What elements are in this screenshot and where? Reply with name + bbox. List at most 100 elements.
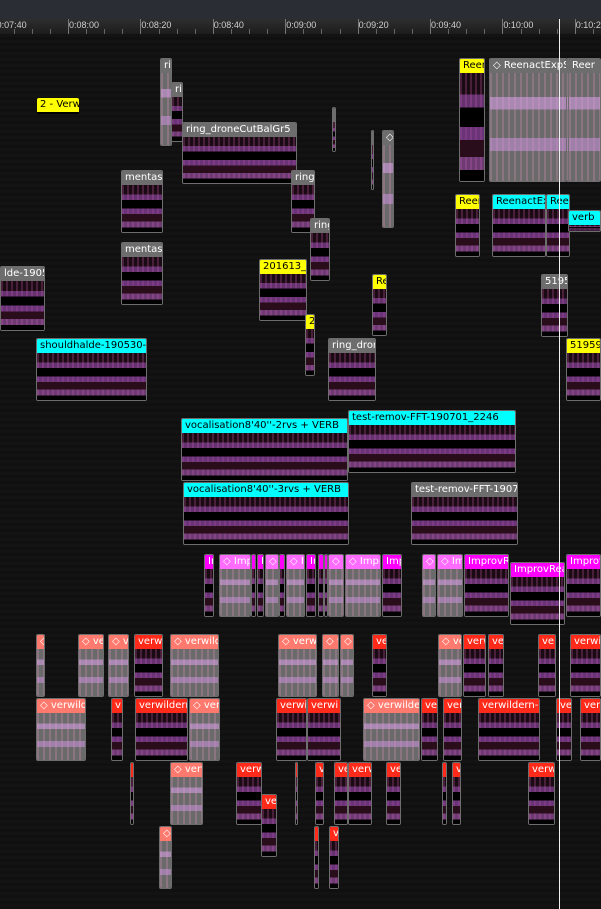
audio-clip[interactable] bbox=[371, 130, 374, 190]
audio-clip[interactable]: verwildern-20 bbox=[478, 698, 540, 761]
audio-clip[interactable]: ring bbox=[310, 218, 330, 281]
audio-clip[interactable]: verwi bbox=[276, 698, 307, 761]
audio-clip[interactable]: v bbox=[329, 826, 339, 889]
audio-clip[interactable]: Improv bbox=[566, 554, 601, 617]
audio-clip[interactable]: verwildern- bbox=[135, 698, 188, 761]
clip-spectrogram bbox=[296, 777, 297, 824]
clip-label: test-remov-FFT-190701_2246 bbox=[349, 411, 515, 425]
audio-clip[interactable]: verwi bbox=[307, 698, 341, 761]
audio-clip[interactable]: ◇ bbox=[422, 554, 436, 617]
audio-clip[interactable]: ◇ verwi bbox=[278, 634, 317, 697]
audio-clip[interactable]: rir bbox=[171, 82, 183, 142]
audio-clip[interactable]: ◇ bbox=[340, 634, 354, 697]
audio-clip[interactable]: 519599 bbox=[566, 338, 601, 401]
clip-label: ring bbox=[311, 219, 329, 233]
audio-clip[interactable]: v bbox=[111, 698, 123, 761]
audio-clip[interactable]: vocalisation8'40''-3rvs + VERB bbox=[183, 482, 349, 545]
timeline-lanes[interactable]: ririr 2 - Verwi ring_droneCutBalGr5 ◇ Reen ◇ … bbox=[0, 34, 601, 909]
audio-clip[interactable]: ◇ verwilde bbox=[36, 698, 86, 761]
audio-clip[interactable]: ◇ ver bbox=[189, 698, 220, 761]
audio-clip[interactable]: lde-190530 bbox=[0, 266, 45, 331]
audio-clip[interactable] bbox=[130, 762, 134, 825]
audio-clip[interactable]: Re bbox=[372, 274, 387, 336]
audio-clip[interactable]: ◇ verwildern bbox=[363, 698, 420, 761]
audio-clip[interactable]: ve bbox=[334, 762, 348, 825]
audio-clip[interactable]: ReenactExp bbox=[492, 194, 546, 257]
audio-clip[interactable]: ring_droneCutBalGr5 bbox=[182, 122, 297, 184]
audio-clip[interactable]: ◇ ReenactExpStu bbox=[489, 58, 567, 182]
audio-clip[interactable]: ◇ v bbox=[108, 634, 129, 697]
audio-clip[interactable]: ◇ bbox=[265, 554, 279, 617]
audio-clip[interactable]: ve bbox=[386, 762, 401, 825]
timeline-ruler[interactable]: 0:07:40 0:08:00 0:08:20 0:08:40 0:09:00 0:09:… bbox=[0, 19, 601, 34]
audio-clip[interactable]: verw bbox=[236, 762, 262, 825]
audio-clip[interactable]: ve bbox=[261, 794, 277, 857]
audio-clip[interactable]: vocalisation8'40''-2rvs + VERB bbox=[181, 418, 348, 481]
audio-clip[interactable]: ◇ Imp bbox=[219, 554, 251, 617]
audio-clip[interactable]: Ree bbox=[546, 194, 570, 257]
audio-clip[interactable]: ve bbox=[556, 698, 572, 761]
clip-label: I bbox=[280, 555, 284, 569]
audio-clip[interactable]: verwi bbox=[134, 634, 163, 697]
audio-clip[interactable]: test-remov-FFT-190701 bbox=[411, 482, 518, 545]
audio-clip[interactable]: I bbox=[257, 554, 264, 617]
playhead[interactable] bbox=[559, 19, 560, 909]
clip-spectrogram bbox=[316, 777, 323, 824]
audio-clip[interactable]: ver bbox=[443, 698, 462, 761]
audio-clip[interactable]: ◇ bbox=[328, 554, 344, 617]
audio-clip[interactable]: 5195 bbox=[541, 274, 568, 337]
audio-clip[interactable]: ◇ v bbox=[322, 634, 339, 697]
audio-clip[interactable]: ◇ bbox=[159, 826, 172, 889]
audio-clip[interactable]: ver bbox=[421, 698, 438, 761]
audio-clip[interactable] bbox=[251, 554, 256, 617]
audio-clip[interactable]: I bbox=[279, 554, 285, 617]
audio-clip[interactable]: ver bbox=[580, 698, 601, 761]
audio-clip[interactable]: verw bbox=[463, 634, 486, 697]
clip-label: verwildern-20 bbox=[479, 699, 539, 713]
audio-clip[interactable]: ◇ verw bbox=[170, 762, 203, 825]
audio-clip[interactable] bbox=[314, 826, 319, 889]
audio-clip[interactable]: ◇ ver bbox=[78, 634, 104, 697]
audio-clip[interactable]: ri bbox=[160, 58, 172, 146]
audio-clip[interactable] bbox=[442, 762, 447, 825]
audio-clip[interactable]: ImprovReac bbox=[510, 562, 565, 625]
audio-clip[interactable]: ◇ ve bbox=[438, 634, 462, 697]
audio-clip[interactable]: verw bbox=[348, 762, 372, 825]
ruler-tick-label: 0:07:40 bbox=[0, 19, 27, 34]
audio-clip[interactable]: ◇ Impr bbox=[345, 554, 381, 617]
audio-clip[interactable]: ring_dron bbox=[328, 338, 376, 401]
audio-clip[interactable]: Reen bbox=[459, 58, 485, 182]
audio-clip[interactable]: v bbox=[452, 762, 461, 825]
audio-clip[interactable]: Reer bbox=[568, 58, 601, 182]
audio-clip[interactable]: ve bbox=[372, 634, 387, 697]
audio-clip[interactable]: verb bbox=[568, 210, 601, 232]
audio-clip[interactable]: Imp bbox=[382, 554, 402, 617]
audio-clip[interactable]: ◇ I bbox=[286, 554, 305, 617]
audio-clip[interactable]: ◇ verwilde bbox=[170, 634, 219, 697]
audio-clip[interactable]: ve bbox=[488, 634, 504, 697]
audio-clip[interactable]: ◇ Im bbox=[437, 554, 463, 617]
audio-clip[interactable]: 2 - Verwi bbox=[37, 98, 79, 114]
audio-clip[interactable]: 2 bbox=[305, 314, 315, 376]
audio-clip[interactable]: Ir bbox=[306, 554, 316, 617]
audio-clip[interactable]: v bbox=[315, 762, 324, 825]
audio-clip[interactable]: Reen bbox=[455, 194, 480, 257]
audio-clip[interactable]: Ir bbox=[204, 554, 214, 617]
audio-clip[interactable]: test-remov-FFT-190701_2246 bbox=[348, 410, 516, 473]
audio-clip[interactable]: verw bbox=[528, 762, 555, 825]
audio-clip[interactable]: ◇ bbox=[36, 634, 45, 697]
audio-clip[interactable] bbox=[295, 762, 298, 825]
audio-clip[interactable] bbox=[332, 107, 336, 152]
audio-clip[interactable]: verwilde bbox=[570, 634, 601, 697]
clip-label bbox=[296, 763, 297, 777]
audio-clip[interactable]: shouldhalde-190530-184 bbox=[36, 338, 147, 401]
audio-clip[interactable]: ImprovRe bbox=[464, 554, 509, 617]
audio-clip[interactable] bbox=[318, 554, 324, 617]
audio-clip[interactable]: ve bbox=[538, 634, 556, 697]
audio-clip[interactable] bbox=[324, 554, 328, 617]
audio-clip[interactable]: 201613_B bbox=[259, 259, 307, 321]
audio-clip[interactable]: ◇ bbox=[382, 130, 394, 228]
